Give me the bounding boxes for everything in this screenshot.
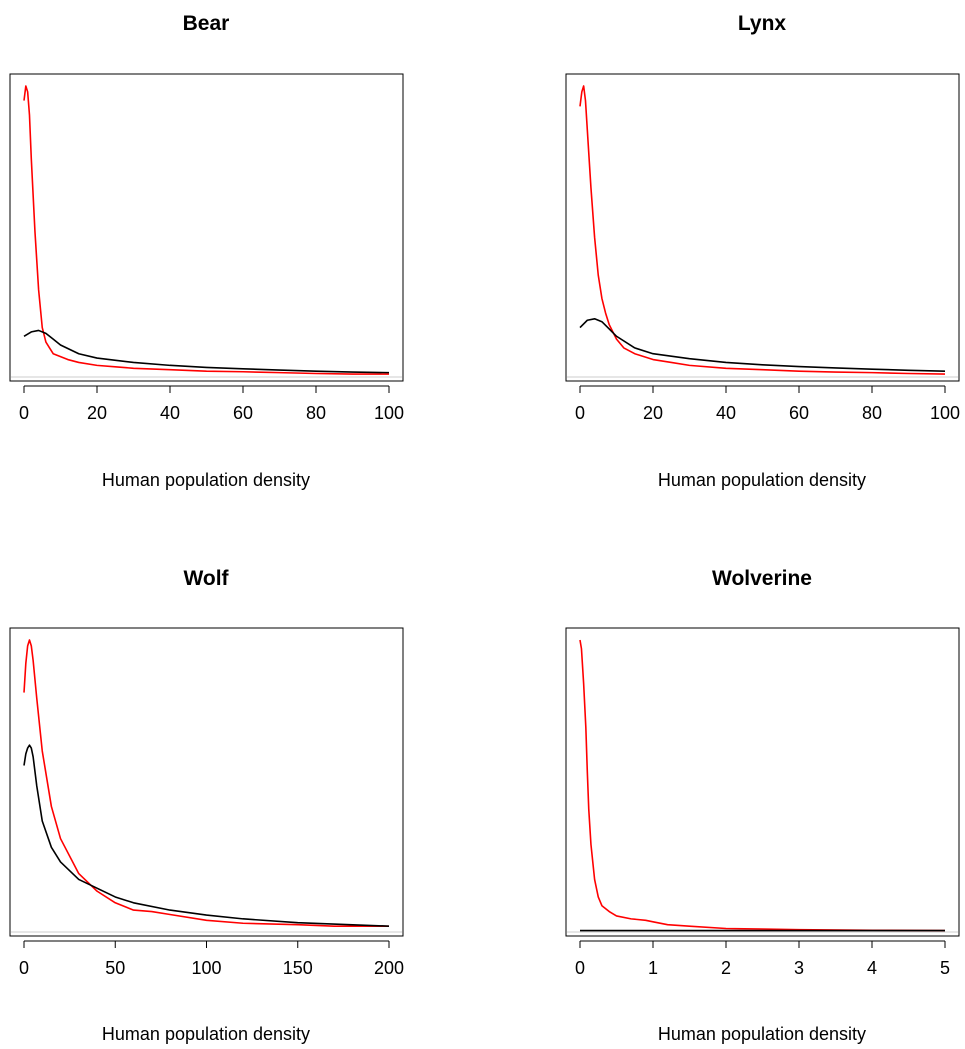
x-tick-label-lynx: 60 <box>789 403 809 423</box>
series-layer-wolverine <box>567 639 958 933</box>
x-tick-label-wolf: 200 <box>374 958 404 978</box>
x-tick-label-bear: 100 <box>374 403 404 423</box>
x-ticks-lynx: 0 20 40 60 80 100 <box>575 385 960 423</box>
x-tick-label-wolf: 0 <box>19 958 29 978</box>
x-tick-label-wolverine: 1 <box>648 958 658 978</box>
panel-title-wolf: Wolf <box>183 567 229 590</box>
plot-frame-wolverine <box>565 627 960 937</box>
panel-wolf: Wolf Human population density 0 50 100 150 2… <box>9 567 404 1044</box>
series-line-wolf-red <box>23 639 389 927</box>
series-line-bear-red <box>23 85 389 375</box>
series-line-wolverine-red <box>579 639 946 932</box>
panel-title-lynx: Lynx <box>738 12 787 35</box>
series-line-bear-black <box>23 329 390 374</box>
x-tick-label-lynx: 100 <box>930 403 960 423</box>
x-axis-label-wolf: Human population density <box>102 1024 310 1044</box>
x-axis-label-wolverine: Human population density <box>658 1024 866 1044</box>
x-tick-label-lynx: 40 <box>716 403 736 423</box>
x-ticks-wolf: 0 50 100 150 200 <box>19 940 404 978</box>
x-tick-label-bear: 80 <box>306 403 326 423</box>
plot-frame-lynx <box>565 73 960 382</box>
series-line-wolf-black <box>23 744 390 927</box>
series-line-lynx-red <box>579 85 946 375</box>
x-tick-label-bear: 60 <box>233 403 253 423</box>
x-tick-label-bear: 40 <box>160 403 180 423</box>
x-ticks-bear: 0 20 40 60 80 100 <box>19 385 404 423</box>
x-axis-label-bear: Human population density <box>102 470 310 490</box>
x-axis-label-lynx: Human population density <box>658 470 866 490</box>
x-tick-label-wolf: 100 <box>191 958 221 978</box>
plot-frame-bear <box>9 73 404 382</box>
x-tick-label-wolf: 50 <box>105 958 125 978</box>
series-layer-lynx <box>567 85 958 378</box>
x-ticks-wolverine: 0 1 2 3 4 5 <box>575 940 950 978</box>
panel-bear: Bear Human population density 0 20 40 60 80 1… <box>9 12 404 490</box>
x-tick-label-lynx: 20 <box>643 403 663 423</box>
x-tick-label-wolf: 150 <box>283 958 313 978</box>
x-tick-label-wolverine: 2 <box>721 958 731 978</box>
x-tick-label-wolverine: 5 <box>940 958 950 978</box>
x-tick-label-wolverine: 3 <box>794 958 804 978</box>
x-tick-label-lynx: 0 <box>575 403 585 423</box>
panel-title-bear: Bear <box>183 12 230 35</box>
series-layer-wolf <box>11 639 402 933</box>
panel-title-wolverine: Wolverine <box>712 567 812 590</box>
x-tick-label-bear: 0 <box>19 403 29 423</box>
series-layer-bear <box>11 85 402 378</box>
panel-lynx: Lynx Human population density 0 20 40 60 80 1… <box>565 12 960 490</box>
x-tick-label-bear: 20 <box>87 403 107 423</box>
plot-frame-wolf <box>9 627 404 937</box>
series-line-lynx-black <box>579 317 946 372</box>
x-tick-label-wolverine: 0 <box>575 958 585 978</box>
x-tick-label-wolverine: 4 <box>867 958 877 978</box>
panel-wolverine: Wolverine Human population density 0 1 2 3 4… <box>565 567 960 1044</box>
x-tick-label-lynx: 80 <box>862 403 882 423</box>
